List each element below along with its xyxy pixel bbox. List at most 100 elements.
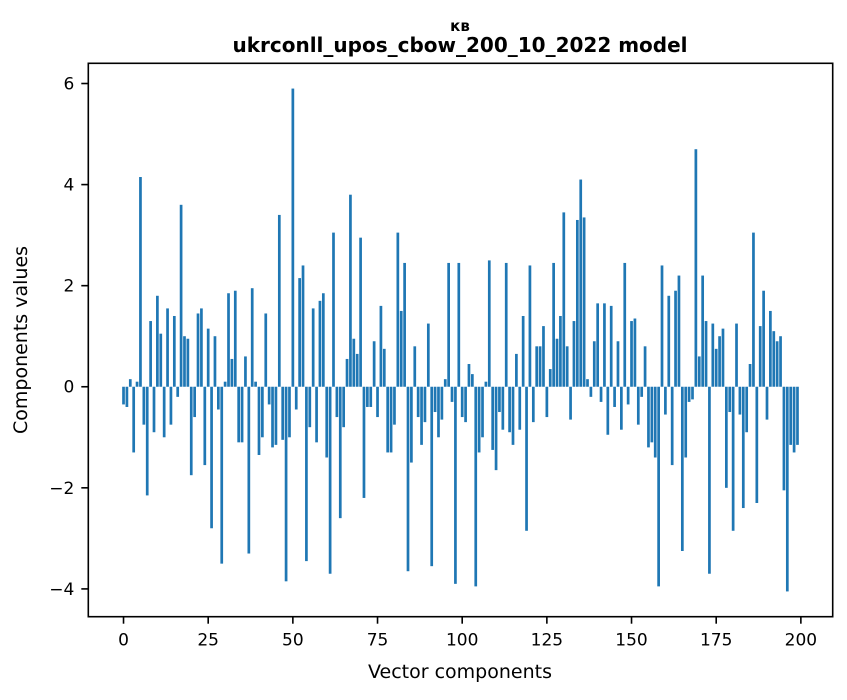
plot-bar: [332, 232, 335, 387]
plot-bar: [369, 386, 373, 407]
plot-bar: [586, 379, 589, 387]
x-tick-label: 0: [118, 631, 129, 651]
plot-bar: [403, 262, 406, 387]
plot-bar: [525, 386, 528, 531]
plot-bar: [393, 386, 396, 425]
plot-bar: [501, 386, 505, 430]
plot-bar: [518, 386, 522, 430]
plot-bar: [498, 386, 501, 413]
plot-bar: [264, 313, 268, 387]
plot-bar: [301, 265, 305, 387]
plot-bar: [531, 386, 535, 423]
x-tick-label: 75: [367, 631, 389, 651]
plot-bar: [528, 265, 532, 387]
plot-bar: [443, 379, 447, 387]
plot-bar: [315, 386, 318, 443]
y-tick-label: 0: [63, 378, 74, 398]
plot-bar: [149, 321, 152, 387]
plot-bar: [203, 386, 207, 466]
plot-bar: [471, 374, 474, 387]
plot-bar: [423, 386, 427, 423]
plot-bar: [128, 379, 132, 387]
plot-bar: [657, 386, 660, 587]
plot-bar: [609, 305, 613, 387]
x-tick-label: 150: [615, 631, 647, 651]
y-axis-label: Components values: [10, 246, 32, 434]
x-tick-label: 200: [785, 631, 817, 651]
plot-bar: [494, 386, 498, 471]
plot-bar: [792, 386, 796, 453]
plot-bar: [687, 386, 691, 402]
plot-bar: [382, 348, 386, 387]
plot-bar: [447, 262, 450, 387]
plot-bar: [294, 386, 298, 410]
plot-bar: [572, 321, 576, 387]
plot-bar: [542, 326, 545, 387]
x-tick-label: 100: [446, 631, 478, 651]
plot-bar: [650, 386, 654, 443]
plot-bar: [623, 262, 627, 387]
plot-bar: [281, 386, 285, 440]
plot-bar: [579, 179, 583, 387]
plot-bar: [274, 386, 278, 445]
plot-bar: [376, 386, 379, 418]
plot-bar: [735, 323, 738, 387]
plot-bar: [420, 386, 423, 445]
plot-bar: [457, 262, 461, 387]
plot-border: [87, 62, 834, 618]
plot-bar: [362, 386, 366, 498]
plot-bar: [667, 295, 671, 387]
plot-bar: [122, 386, 125, 405]
plot-bar: [345, 358, 349, 387]
plot-bar: [372, 341, 376, 387]
plot-bar: [342, 386, 346, 428]
x-tick-label: 25: [197, 631, 219, 651]
plot-bar: [450, 386, 454, 402]
plot-bar: [592, 341, 596, 387]
plot-bar: [728, 386, 732, 413]
plot-bar: [454, 386, 457, 584]
plot-bar: [433, 386, 437, 413]
plot-bar: [643, 346, 647, 387]
plot-bar: [620, 386, 623, 430]
plot-bar: [589, 386, 593, 397]
plot-bar: [725, 386, 728, 488]
plot-bar: [355, 353, 359, 387]
plot-bar: [308, 386, 312, 428]
plot-bar: [291, 88, 295, 387]
plot-bar: [782, 386, 786, 491]
plot-bar: [565, 346, 569, 387]
plot-bar: [210, 386, 213, 529]
plot-bar: [647, 386, 650, 448]
plot-bar: [748, 364, 752, 387]
plot-bar: [487, 260, 491, 387]
plot-bar: [169, 386, 173, 425]
plot-bar: [752, 232, 755, 387]
plot-bar: [785, 386, 789, 592]
plot-bar: [440, 386, 444, 420]
plot-bar: [389, 386, 393, 453]
plot-bar: [606, 386, 610, 435]
plot-bar: [653, 386, 657, 458]
plot-bar: [257, 386, 261, 455]
plot-bar: [562, 212, 566, 387]
plot-bar: [386, 386, 390, 453]
plot-bar: [247, 386, 251, 554]
plot-bar: [697, 356, 701, 387]
plot-bar: [555, 338, 559, 387]
plot-bar: [680, 386, 684, 551]
plot-bar: [328, 386, 332, 574]
plot-bar: [399, 310, 403, 387]
plot-bar: [626, 386, 630, 405]
plot-bar: [741, 386, 745, 509]
plot-bar: [769, 310, 772, 387]
plot-bar: [755, 386, 759, 503]
y-tick-label: −2: [49, 479, 74, 499]
plot-bar: [162, 386, 166, 438]
plot-bar: [193, 386, 196, 418]
plot-bar: [261, 386, 264, 438]
plot-bar: [789, 386, 793, 445]
plot-bar: [714, 348, 718, 387]
plot-bar: [504, 262, 508, 387]
